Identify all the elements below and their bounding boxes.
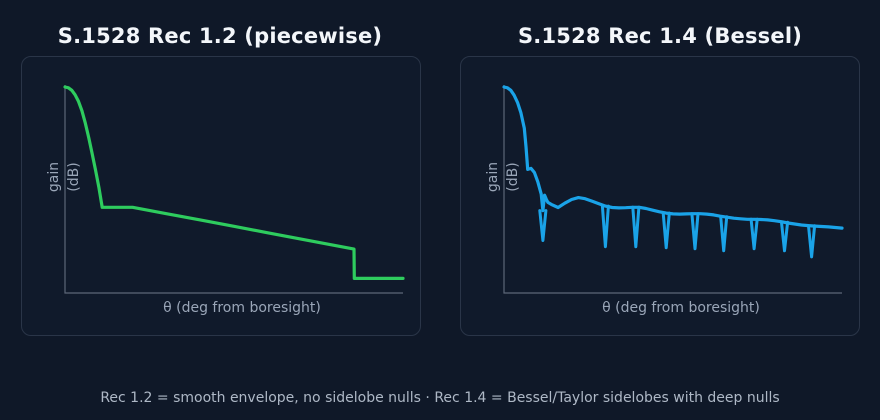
- sidelobe-null-8: [807, 224, 817, 259]
- sidelobe-null-3: [661, 211, 671, 250]
- y-axis-label-left: gain (dB): [46, 161, 82, 193]
- axes-left: [64, 85, 403, 294]
- y-axis-label-right: gain (dB): [485, 161, 521, 193]
- sidelobe-null-4: [690, 212, 700, 251]
- sidelobe-null-2: [631, 205, 641, 249]
- series-line-left-0: [63, 85, 405, 280]
- sidelobe-null-5: [719, 215, 729, 253]
- sidelobe-null-1: [600, 204, 610, 249]
- chart-title-right: S.1528 Rec 1.4 (Bessel): [517, 24, 803, 48]
- chart-plot-left: [63, 85, 405, 294]
- figure-caption: Rec 1.2 = smooth envelope, no sidelobe n…: [100, 390, 780, 406]
- sidelobe-null-7: [780, 220, 790, 253]
- x-axis-label-left: θ (deg from boresight): [163, 300, 321, 316]
- sidelobe-null-6: [749, 217, 759, 251]
- chart-panel-right: gain (dB) θ (deg from boresight): [460, 56, 860, 336]
- series-line-right-0: [502, 85, 844, 230]
- x-axis-label-right: θ (deg from boresight): [602, 300, 760, 316]
- chart-title-left: S.1528 Rec 1.2 (piecewise): [57, 24, 383, 48]
- sidelobe-null-0: [538, 209, 548, 242]
- chart-plot-right: [502, 85, 844, 294]
- chart-panel-left: gain (dB) θ (deg from boresight): [21, 56, 421, 336]
- axes-right: [503, 85, 842, 294]
